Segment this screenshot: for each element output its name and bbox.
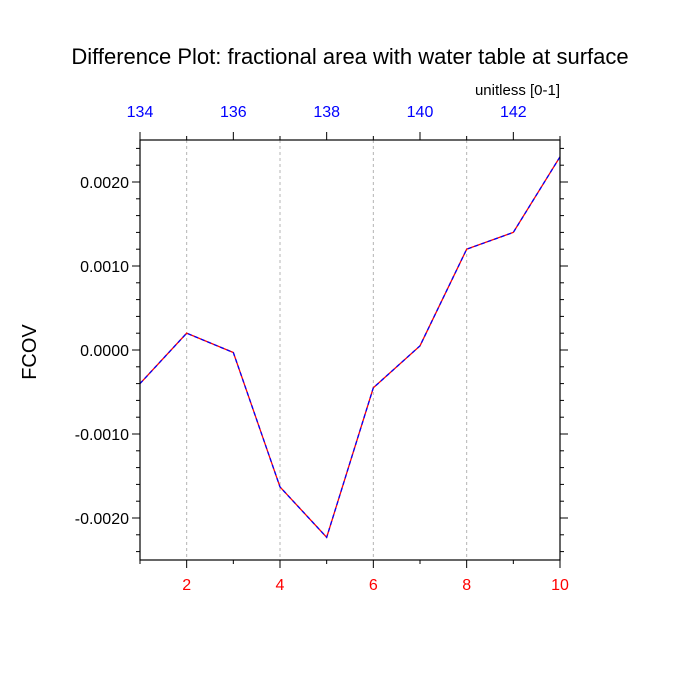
axes: 2 4 6 8 10 134 136 138 140 142 0.0020 0.0010 0.0000 -… — [75, 104, 569, 594]
series-line-base — [139, 156, 561, 539]
x-tick-label: 6 — [369, 577, 378, 594]
x-tick-label: 8 — [462, 577, 471, 594]
y-tick-label: 0.0020 — [80, 175, 129, 192]
y-tick-label: 0.0000 — [80, 343, 129, 360]
y-tick-label: -0.0020 — [75, 511, 129, 528]
top-tick-label: 138 — [313, 104, 340, 121]
y-tick-label: 0.0010 — [80, 259, 129, 276]
plot-area — [139, 156, 561, 539]
chart-title: Difference Plot: fractional area with wa… — [71, 44, 628, 69]
x-tick-label: 10 — [551, 577, 569, 594]
top-tick-label: 134 — [127, 104, 154, 121]
plot-frame — [139, 139, 561, 561]
grid-lines — [186, 140, 468, 560]
units-label: unitless [0-1] — [475, 82, 560, 99]
top-tick-label: 142 — [500, 104, 527, 121]
top-tick-label: 136 — [220, 104, 247, 121]
y-axis-label: FCOV — [19, 324, 41, 380]
series-line-dash — [139, 156, 561, 539]
top-tick-label: 140 — [407, 104, 434, 121]
x-tick-label: 2 — [182, 577, 191, 594]
y-tick-label: -0.0010 — [75, 427, 129, 444]
x-tick-label: 4 — [276, 577, 285, 594]
